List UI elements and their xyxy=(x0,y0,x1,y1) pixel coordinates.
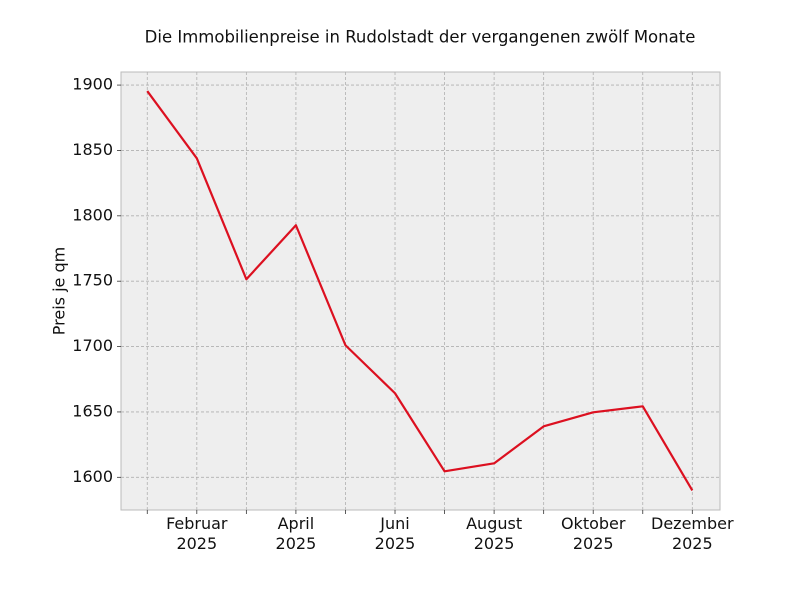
x-tick-label: Februar 2025 xyxy=(166,514,228,553)
data-line xyxy=(146,90,694,491)
x-tick-label: April 2025 xyxy=(276,514,317,553)
chart-title: Die Immobilienpreise in Rudolstadt der v… xyxy=(145,28,696,47)
plot-area xyxy=(120,71,721,511)
y-tick-label: 1750 xyxy=(72,271,113,290)
y-tick-label: 1650 xyxy=(72,401,113,420)
x-tick-label: Oktober 2025 xyxy=(561,514,626,553)
x-tick-label: Juni 2025 xyxy=(375,514,416,553)
x-tick-label: Dezember 2025 xyxy=(651,514,734,553)
y-axis-label: Preis je qm xyxy=(50,247,69,335)
y-tick-label: 1900 xyxy=(72,75,113,94)
y-tick-label: 1850 xyxy=(72,140,113,159)
y-tick-label: 1700 xyxy=(72,336,113,355)
x-tick-label: August 2025 xyxy=(466,514,522,553)
y-tick-label: 1600 xyxy=(72,467,113,486)
y-tick-label: 1800 xyxy=(72,205,113,224)
